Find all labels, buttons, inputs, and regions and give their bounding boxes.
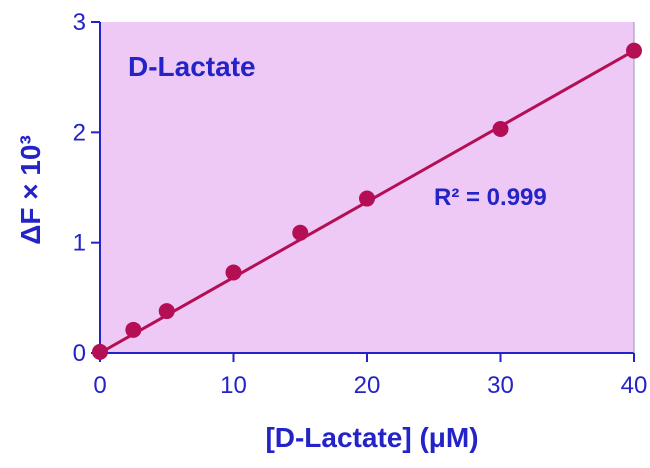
data-point [292, 224, 309, 241]
x-tick-label: 0 [93, 372, 106, 399]
x-axis: 0 10 20 30 40 [93, 353, 647, 399]
x-tick-label: 40 [621, 372, 648, 399]
r-squared-annotation: R² = 0.999 [434, 184, 547, 211]
x-tick-label: 20 [354, 372, 381, 399]
x-tick-label: 10 [220, 372, 247, 399]
chart-title: D-Lactate [128, 51, 256, 82]
y-tick-label: 3 [73, 9, 86, 36]
plot-background [100, 22, 634, 353]
data-point [359, 190, 375, 207]
y-axis-title: ΔF × 10³ [15, 135, 46, 245]
y-tick-label: 2 [73, 119, 86, 146]
x-tick-label: 30 [487, 372, 514, 399]
data-point [125, 321, 142, 338]
data-point [225, 264, 242, 281]
data-point [158, 303, 175, 320]
y-tick-label: 1 [73, 230, 86, 257]
data-points [92, 42, 642, 360]
data-point [92, 343, 108, 360]
data-point [626, 42, 642, 59]
data-point [492, 121, 509, 138]
y-tick-label: 0 [73, 340, 86, 367]
y-axis: 0 1 2 3 [73, 9, 100, 367]
x-axis-title: [D-Lactate] (μM) [265, 422, 478, 453]
